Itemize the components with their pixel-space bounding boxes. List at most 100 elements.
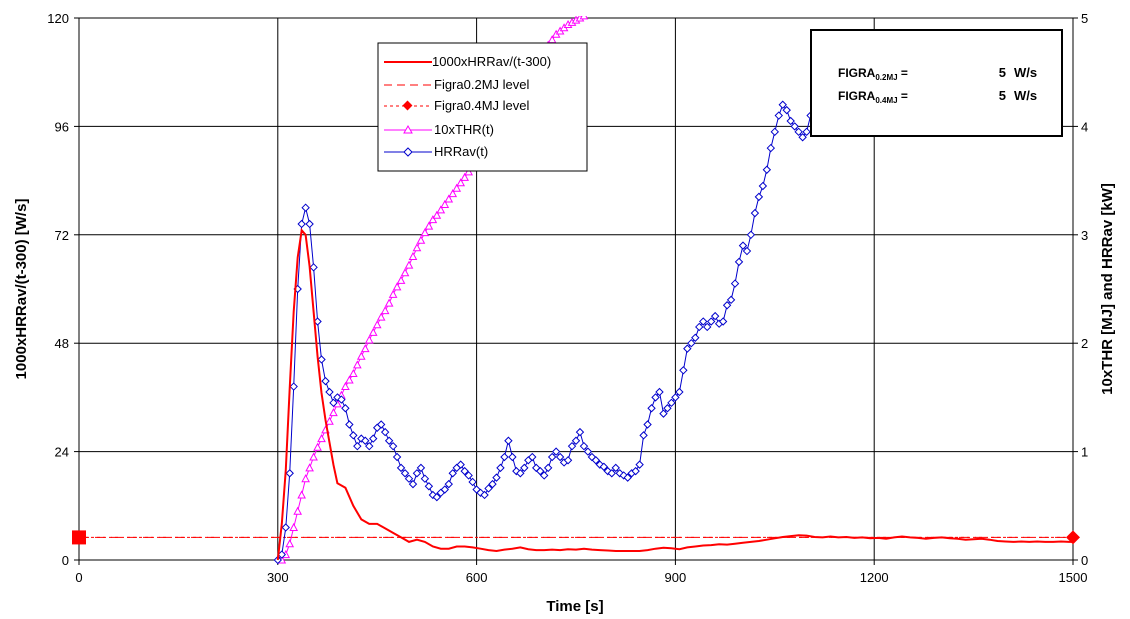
thr-point — [384, 298, 394, 307]
hrrav-point — [770, 127, 780, 137]
hrrav-point — [468, 477, 477, 487]
hrrav-point — [408, 479, 418, 489]
y-left-tick-label: 24 — [55, 445, 69, 460]
thr-point — [329, 408, 338, 417]
hrrav-point — [321, 376, 330, 386]
hrrav-point — [786, 116, 795, 126]
hrrav-point — [802, 127, 811, 137]
y-right-tick-label: 2 — [1081, 336, 1088, 351]
y-left-tick-label: 96 — [55, 119, 69, 134]
hrrav-point — [504, 436, 513, 445]
figra04-unit: W/s — [1014, 88, 1037, 103]
hrrav-point — [404, 474, 414, 483]
figra02-unit: W/s — [1014, 65, 1037, 80]
hrrav-point — [762, 165, 772, 174]
hrrav-point — [710, 311, 720, 321]
y-left-tick-label: 120 — [47, 11, 69, 26]
hrrav-point — [384, 436, 394, 445]
thr-point — [372, 320, 382, 329]
hrrav-point — [611, 463, 620, 473]
hrrav-point — [703, 322, 712, 332]
hrrav-point — [734, 257, 744, 267]
thr-point — [452, 183, 462, 192]
hrrav-point — [567, 441, 577, 451]
hrrav-point — [496, 463, 505, 473]
thr-point — [349, 368, 358, 378]
hrrav-point — [440, 485, 449, 494]
hrrav-point — [365, 441, 374, 451]
hrrav-point — [655, 387, 664, 397]
figra02-value: 5 — [999, 65, 1006, 80]
hrrav-point — [539, 471, 549, 480]
thr-point — [285, 539, 295, 548]
thr-point — [392, 282, 402, 291]
thr-point — [420, 228, 430, 237]
hrrav-point — [396, 463, 406, 473]
hrrav-point — [412, 469, 422, 478]
thr-point — [380, 306, 390, 315]
thr-point — [289, 522, 299, 531]
hrrav-point — [448, 469, 457, 478]
figra04-label: FIGRA0.4MJ = — [838, 89, 908, 105]
hrrav-point — [416, 463, 426, 473]
hrrav-point — [528, 452, 537, 462]
y-right-axis-title: 10xTHR [MJ] and HRRav [kW] — [1099, 183, 1116, 395]
thr-point — [345, 375, 354, 384]
hrrav-point — [349, 431, 358, 440]
legend-box — [377, 42, 588, 172]
hrrav-point — [488, 479, 497, 489]
x-tick-label: 600 — [466, 570, 488, 585]
hrrav-point — [718, 317, 728, 326]
y-right-tick-label: 1 — [1081, 445, 1088, 460]
hrrav-point — [675, 387, 684, 397]
hrrav-point — [400, 469, 410, 478]
hrrav-point — [420, 474, 430, 483]
series-hrr-ratio-line — [276, 227, 1073, 561]
hrrav-point — [555, 452, 565, 462]
y-right-tick-label: 0 — [1081, 553, 1088, 568]
figra02-label: FIGRA0.2MJ = — [838, 66, 908, 82]
hrrav-point — [730, 279, 740, 288]
hrrav-point — [329, 398, 338, 408]
hrrav-point — [341, 404, 350, 413]
thr-point — [444, 194, 454, 203]
thr-point — [408, 251, 418, 260]
hrrav-point — [722, 301, 732, 310]
thr-point — [436, 205, 446, 214]
hrrav-point — [345, 420, 354, 429]
thr-point — [352, 360, 362, 369]
thr-point — [424, 221, 434, 230]
hrrav-point — [683, 344, 692, 353]
hrrav-point — [369, 434, 378, 443]
hrrav-point — [492, 473, 501, 482]
x-tick-label: 1500 — [1059, 570, 1088, 585]
thr-point — [325, 416, 334, 425]
hrrav-point — [738, 241, 748, 250]
thr-point — [404, 260, 414, 269]
hrrav-point — [671, 393, 680, 402]
hrrav-point — [376, 420, 386, 429]
hrrav-point — [444, 479, 453, 489]
figra-info-frame — [810, 29, 1063, 137]
legend-label-figra04: Figra0.4MJ level — [434, 98, 529, 113]
hrrav-point — [464, 471, 473, 480]
hrrav-point — [579, 441, 589, 451]
hrrav-point — [516, 469, 525, 478]
x-tick-label: 900 — [665, 570, 687, 585]
hrrav-point — [456, 460, 465, 469]
legend-label-hrr-ratio: 1000xHRRav/(t-300) — [432, 54, 551, 69]
thr-point — [293, 506, 303, 515]
legend-marker-hrrav — [403, 147, 413, 157]
thr-point — [376, 312, 386, 321]
hrrav-point — [766, 143, 776, 153]
hrrav-point — [798, 133, 807, 142]
hrrav-point — [289, 382, 298, 391]
thr-point — [368, 327, 378, 336]
x-tick-label: 1200 — [860, 570, 889, 585]
hrrav-point — [643, 420, 652, 429]
hrrav-point — [583, 447, 593, 456]
hrrav-point — [639, 431, 648, 440]
hrrav-point — [667, 398, 676, 408]
